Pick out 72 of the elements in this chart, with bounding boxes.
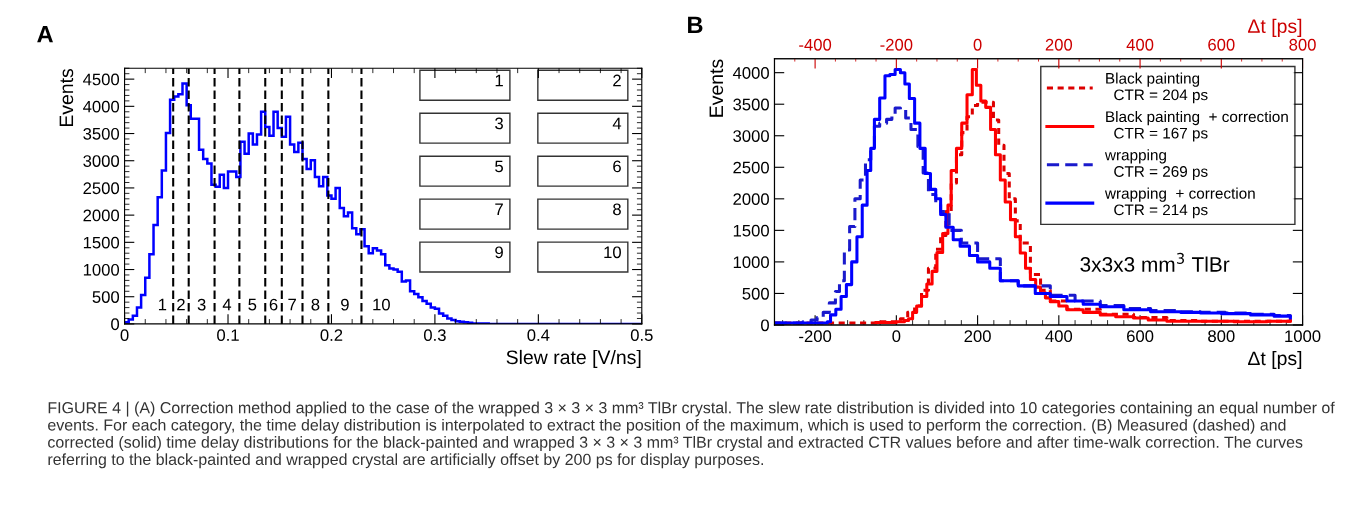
annotation: 2 <box>613 74 621 87</box>
x-tick-label: 0.2 <box>320 329 343 342</box>
annotation: 6 <box>613 160 621 173</box>
y-tick-label: 0 <box>111 318 120 331</box>
x2-tick-label: 800 <box>1289 38 1316 51</box>
annotation: 9 <box>341 298 349 311</box>
x2-tick-label: -400 <box>799 38 832 51</box>
y-tick-label: 3000 <box>733 130 769 142</box>
y-tick-label: 3500 <box>83 127 120 140</box>
y-tick-label: 4000 <box>732 67 769 79</box>
x-tick-label: 0.1 <box>217 329 239 342</box>
caption: FIGURE 4 | (A) Correction method applied to the case of the wrapped 3 × 3 × 3 mm³ TlBr crystal. The slew rate distribution is divided into 10 categories containing an equal number of events. For each category, the time delay distribution is interpolated to extract the position of the maximum, which is used to perform the correction. (B) Measured (dashed) and corrected (solid) time delay distributions for the black-painted and wrapped 3 × 3 × 3 mm³ TlBr crystal and extracted CTR values before and after time-walk correction. The curves referring to the black-painted and wrapped crystal are artificially offset by 200 ps for display purposes. <box>48 401 1335 469</box>
y-tick-label: 2500 <box>83 182 120 195</box>
annotation: 4 <box>612 117 622 130</box>
x2-tick-label: 400 <box>1126 38 1154 51</box>
annotation: 3 <box>197 298 206 311</box>
annotation: 9 <box>495 246 503 259</box>
x-tick-label: 0.3 <box>423 329 446 342</box>
annotation: 7 <box>288 298 296 311</box>
y-axis-title: Events <box>709 59 724 117</box>
annotation: 8 <box>613 203 621 216</box>
y-tick-label: 2500 <box>733 161 769 174</box>
x-tick-label: 0 <box>892 330 901 343</box>
annotation: 6 <box>269 298 278 311</box>
annotation: 3 <box>495 117 503 130</box>
y-tick-label: 1000 <box>83 263 120 276</box>
y-tick-label: 1500 <box>733 224 769 237</box>
legend-label: wrapping + correction CTR = 214 ps <box>1104 187 1255 219</box>
x-axis-title: Δt [ps] <box>1248 350 1302 370</box>
y-axis-title: Events <box>59 68 74 127</box>
y-tick-label: 0 <box>761 319 769 332</box>
y-tick-label: 1000 <box>733 256 769 269</box>
y-tick-label: 500 <box>742 287 769 300</box>
y-tick-label: 4500 <box>83 73 120 86</box>
annotation: 1 <box>495 74 503 87</box>
annotation: 10 <box>373 298 390 311</box>
y-tick-label: 3000 <box>83 155 120 167</box>
legend-label: wrapping CTR = 269 ps <box>1104 149 1208 180</box>
x2-tick-label: 600 <box>1208 38 1235 51</box>
annotation: 10 <box>604 246 621 259</box>
chart-title: B <box>688 16 703 33</box>
legend-label: Black painting + correction CTR = 167 ps <box>1106 110 1288 142</box>
x-tick-label: 0.4 <box>527 329 550 342</box>
x2-tick-label: -200 <box>880 38 913 51</box>
y-tick-label: 4000 <box>83 100 120 113</box>
annotation: 5 <box>248 298 257 311</box>
annotation: 8 <box>311 298 320 311</box>
x-tick-label: 0 <box>120 329 129 342</box>
chart-title: A <box>37 26 53 43</box>
x2-tick-label: 0 <box>973 38 982 51</box>
annotation: 2 <box>177 298 185 311</box>
annotation: 7 <box>495 203 503 216</box>
annotation: 5 <box>495 160 503 173</box>
x-tick-label: 200 <box>964 330 991 343</box>
x-tick-label: 600 <box>1127 330 1154 343</box>
y-tick-label: 2000 <box>733 193 769 206</box>
annotation: 1 <box>158 298 167 311</box>
x-tick-label: -200 <box>799 330 832 343</box>
y-tick-label: 1500 <box>83 236 120 249</box>
x2-axis-title: Δt [ps] <box>1248 18 1302 37</box>
y-tick-label: 500 <box>92 291 120 303</box>
x2-tick-label: 200 <box>1045 38 1073 51</box>
y-tick-label: 2000 <box>83 209 120 222</box>
x-tick-label: 1000 <box>1285 330 1321 343</box>
x-tick-label: 0.5 <box>630 329 653 342</box>
legend-label: Black painting CTR = 204 ps <box>1106 72 1208 104</box>
annotation: 3x3x3 mm$^{3}$ TlBr <box>1080 252 1230 272</box>
annotation: 4 <box>222 298 232 311</box>
y-tick-label: 3500 <box>733 98 769 111</box>
x-axis-title: Slew rate [V/ns] <box>506 349 641 368</box>
x-tick-label: 800 <box>1208 330 1235 343</box>
x-tick-label: 400 <box>1045 330 1073 343</box>
